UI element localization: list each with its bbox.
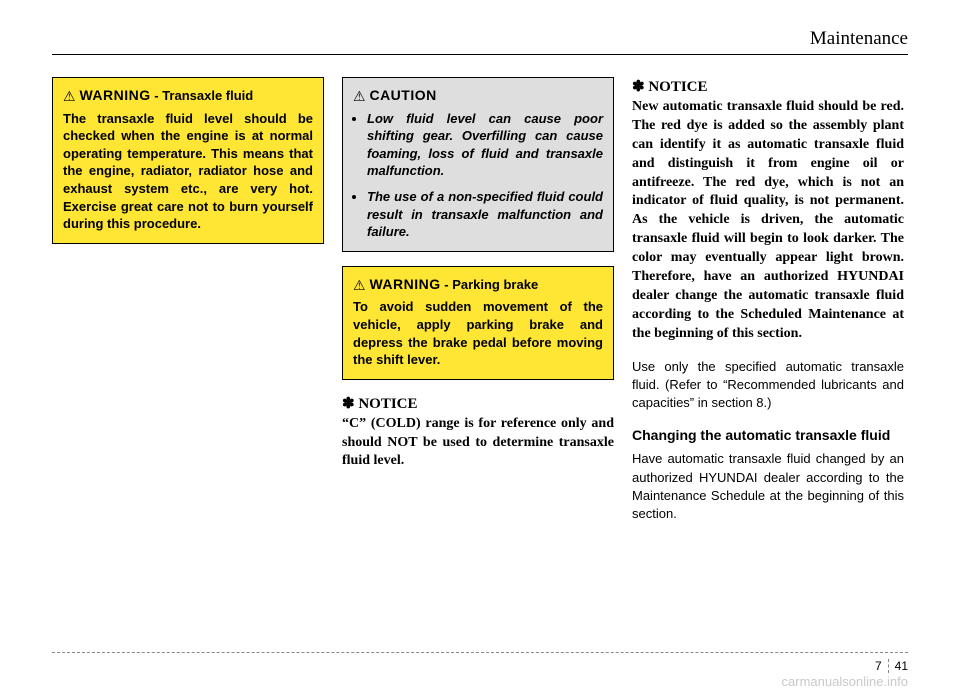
- column-1: ⚠ WARNING - Transaxle fluid The transaxl…: [52, 77, 324, 523]
- warning-label: WARNING: [79, 87, 150, 103]
- page-number: 41: [895, 659, 908, 673]
- manual-page: Maintenance ⚠ WARNING - Transaxle fluid …: [0, 0, 960, 689]
- warning-sep: -: [151, 88, 163, 103]
- caution-box: ⚠ CAUTION Low fluid level can cause poor…: [342, 77, 614, 252]
- caution-item-2: The use of a non-specified fluid could r…: [367, 188, 603, 241]
- warning-body: The transaxle fluid level should be chec…: [63, 110, 313, 233]
- warning-subject: Parking brake: [452, 277, 538, 292]
- changing-fluid-text: Have automatic transaxle fluid changed b…: [632, 450, 904, 523]
- warning-icon: ⚠: [63, 88, 76, 104]
- notice-fluid-color: ✽ NOTICE New automatic transaxle fluid s…: [632, 77, 904, 344]
- warning-subject: Transaxle fluid: [162, 88, 253, 103]
- warning-parking-brake: ⚠ WARNING - Parking brake To avoid sudde…: [342, 266, 614, 380]
- column-3: ✽ NOTICE New automatic transaxle fluid s…: [632, 77, 904, 523]
- caution-list: Low fluid level can cause poor shifting …: [353, 110, 603, 241]
- notice-body: New automatic transaxle fluid should be …: [632, 98, 904, 344]
- caution-body: Low fluid level can cause poor shifting …: [353, 110, 603, 241]
- notice-body: “C” (COLD) range is for reference only a…: [342, 415, 614, 472]
- warning-heading: ⚠ WARNING - Parking brake: [353, 276, 603, 294]
- page-header: Maintenance: [52, 28, 908, 55]
- warning-transaxle-fluid: ⚠ WARNING - Transaxle fluid The transaxl…: [52, 77, 324, 244]
- notice-cold-range: ✽ NOTICE “C” (COLD) range is for referen…: [342, 394, 614, 472]
- caution-label: CAUTION: [369, 87, 436, 103]
- notice-heading: ✽ NOTICE: [632, 77, 904, 96]
- column-2: ⚠ CAUTION Low fluid level can cause poor…: [342, 77, 614, 523]
- warning-heading: ⚠ WARNING - Transaxle fluid: [63, 87, 313, 105]
- warning-body: To avoid sudden movement of the vehicle,…: [353, 298, 603, 368]
- watermark-text: carmanualsonline.info: [782, 674, 908, 689]
- page-footer: 7 41: [52, 652, 908, 673]
- section-title: Maintenance: [52, 28, 908, 50]
- subsection-heading: Changing the automatic transaxle fluid: [632, 426, 904, 444]
- caution-item-1: Low fluid level can cause poor shifting …: [367, 110, 603, 180]
- warning-label: WARNING: [369, 276, 440, 292]
- notice-heading: ✽ NOTICE: [342, 394, 614, 413]
- warning-sep: -: [441, 277, 453, 292]
- caution-icon: ⚠: [353, 88, 366, 104]
- content-columns: ⚠ WARNING - Transaxle fluid The transaxl…: [52, 77, 908, 523]
- warning-icon: ⚠: [353, 277, 366, 293]
- caution-heading: ⚠ CAUTION: [353, 87, 603, 105]
- fluid-spec-text: Use only the specified automatic transax…: [632, 358, 904, 413]
- changing-fluid-section: Changing the automatic transaxle fluid H…: [632, 426, 904, 523]
- chapter-number: 7: [875, 659, 889, 673]
